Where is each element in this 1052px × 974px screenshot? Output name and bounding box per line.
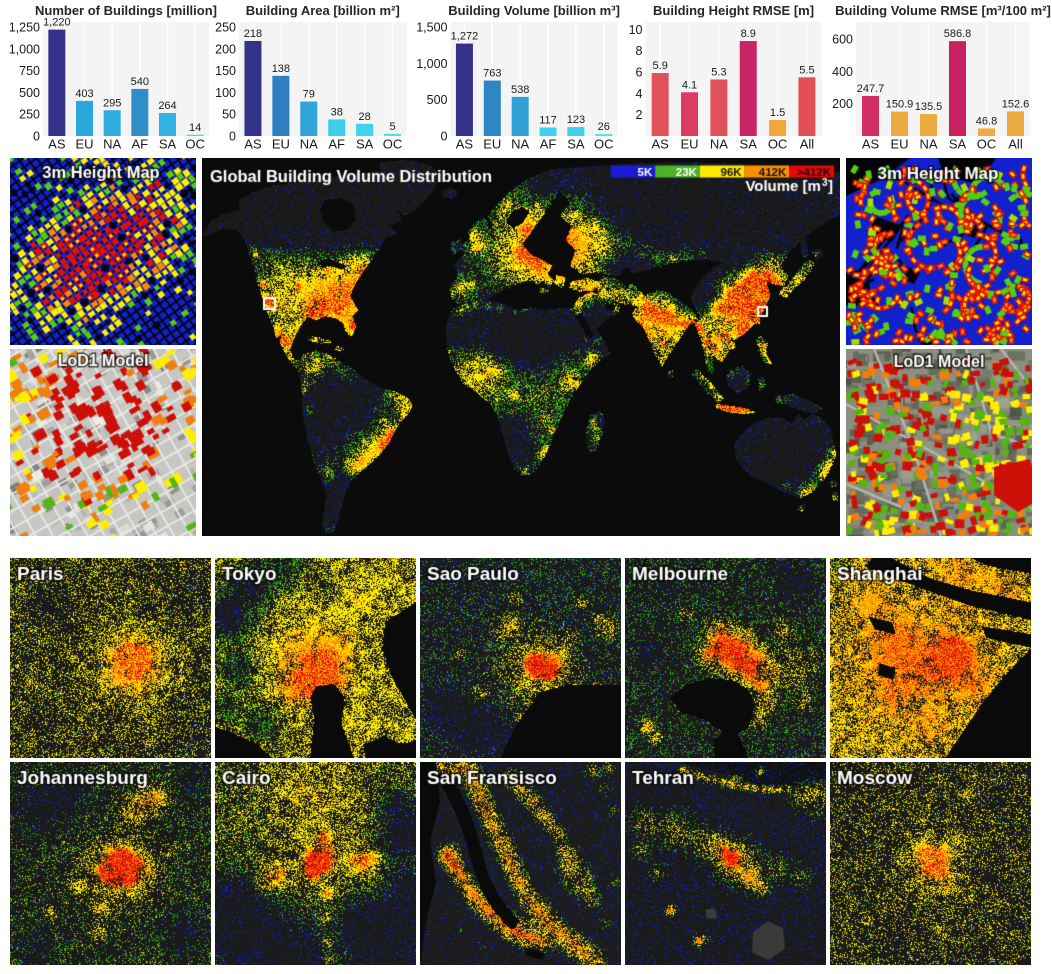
svg-text:SA: SA [949,137,967,152]
svg-text:SA: SA [740,137,758,152]
svg-text:200: 200 [215,42,236,56]
svg-text:0: 0 [33,130,40,144]
svg-text:EU: EU [272,137,290,152]
svg-text:250: 250 [19,108,40,122]
svg-text:Building Volume [billion m³]: Building Volume [billion m³] [448,3,620,18]
svg-text:AS: AS [456,137,474,152]
svg-text:138: 138 [272,63,290,75]
svg-text:26: 26 [598,121,610,133]
svg-text:28: 28 [359,111,371,123]
svg-text:150.9: 150.9 [886,99,914,111]
svg-text:586.8: 586.8 [944,28,972,40]
svg-text:79: 79 [303,89,315,101]
svg-text:14: 14 [189,122,201,134]
svg-text:EU: EU [680,137,698,152]
svg-text:117: 117 [539,114,557,126]
svg-text:OC: OC [977,137,997,152]
svg-text:All: All [1008,137,1023,152]
svg-text:150: 150 [215,64,236,78]
svg-text:1,272: 1,272 [451,31,479,43]
svg-text:10: 10 [629,23,643,37]
svg-text:Building Volume RMSE [m³/100 m: Building Volume RMSE [m³/100 m²] [835,3,1051,18]
svg-text:2: 2 [636,108,643,122]
svg-text:AS: AS [652,137,670,152]
svg-text:538: 538 [511,84,529,96]
svg-text:AF: AF [540,137,557,152]
svg-text:OC: OC [594,137,614,152]
svg-text:NA: NA [919,137,937,152]
svg-text:100: 100 [215,86,236,100]
svg-text:600: 600 [832,32,853,46]
svg-text:EU: EU [483,137,501,152]
svg-text:5: 5 [389,121,395,133]
svg-text:500: 500 [19,86,40,100]
svg-text:AF: AF [328,137,345,152]
svg-text:EU: EU [75,137,93,152]
svg-text:1,500: 1,500 [416,21,447,35]
svg-text:Number of Buildings [million]: Number of Buildings [million] [35,3,217,18]
svg-text:OC: OC [768,137,788,152]
svg-text:1,000: 1,000 [416,57,447,71]
svg-text:218: 218 [244,28,262,40]
svg-text:OC: OC [185,137,205,152]
svg-text:400: 400 [832,65,853,79]
svg-text:50: 50 [222,108,236,122]
svg-text:4: 4 [636,87,643,101]
svg-text:38: 38 [331,106,343,118]
svg-text:540: 540 [131,76,149,88]
svg-text:46.8: 46.8 [976,115,997,127]
svg-text:4.1: 4.1 [682,79,697,91]
svg-text:500: 500 [427,93,448,107]
svg-text:152.6: 152.6 [1002,98,1030,110]
svg-text:200: 200 [832,97,853,111]
svg-text:AS: AS [48,137,66,152]
svg-text:0: 0 [441,130,448,144]
svg-text:1,250: 1,250 [9,21,40,35]
svg-text:763: 763 [483,68,501,80]
svg-text:AS: AS [862,137,880,152]
svg-text:All: All [800,137,815,152]
svg-text:250: 250 [215,21,236,35]
svg-text:SA: SA [567,137,585,152]
svg-text:8.9: 8.9 [741,28,756,40]
svg-text:OC: OC [383,137,403,152]
svg-text:750: 750 [19,64,40,78]
svg-text:1.5: 1.5 [770,107,785,119]
svg-text:264: 264 [158,100,176,112]
svg-text:1,000: 1,000 [9,42,40,56]
svg-text:AS: AS [244,137,262,152]
svg-text:123: 123 [567,114,585,126]
svg-text:Building Area [billion m²]: Building Area [billion m²] [246,3,400,18]
svg-text:5.5: 5.5 [799,64,814,76]
svg-text:0: 0 [229,130,236,144]
svg-text:5.9: 5.9 [653,60,668,72]
svg-text:NA: NA [103,137,121,152]
svg-text:8: 8 [636,44,643,58]
svg-text:NA: NA [511,137,529,152]
svg-text:SA: SA [159,137,177,152]
svg-text:5.3: 5.3 [711,66,726,78]
svg-text:1,220: 1,220 [43,17,71,29]
svg-text:EU: EU [890,137,908,152]
svg-text:247.7: 247.7 [857,83,885,95]
svg-text:AF: AF [132,137,149,152]
svg-text:NA: NA [300,137,318,152]
svg-text:Building Height RMSE [m]: Building Height RMSE [m] [653,3,814,18]
svg-text:403: 403 [75,88,93,100]
svg-text:295: 295 [103,97,121,109]
svg-text:SA: SA [356,137,374,152]
svg-text:NA: NA [710,137,728,152]
svg-text:6: 6 [636,65,643,79]
svg-text:135.5: 135.5 [915,101,943,113]
